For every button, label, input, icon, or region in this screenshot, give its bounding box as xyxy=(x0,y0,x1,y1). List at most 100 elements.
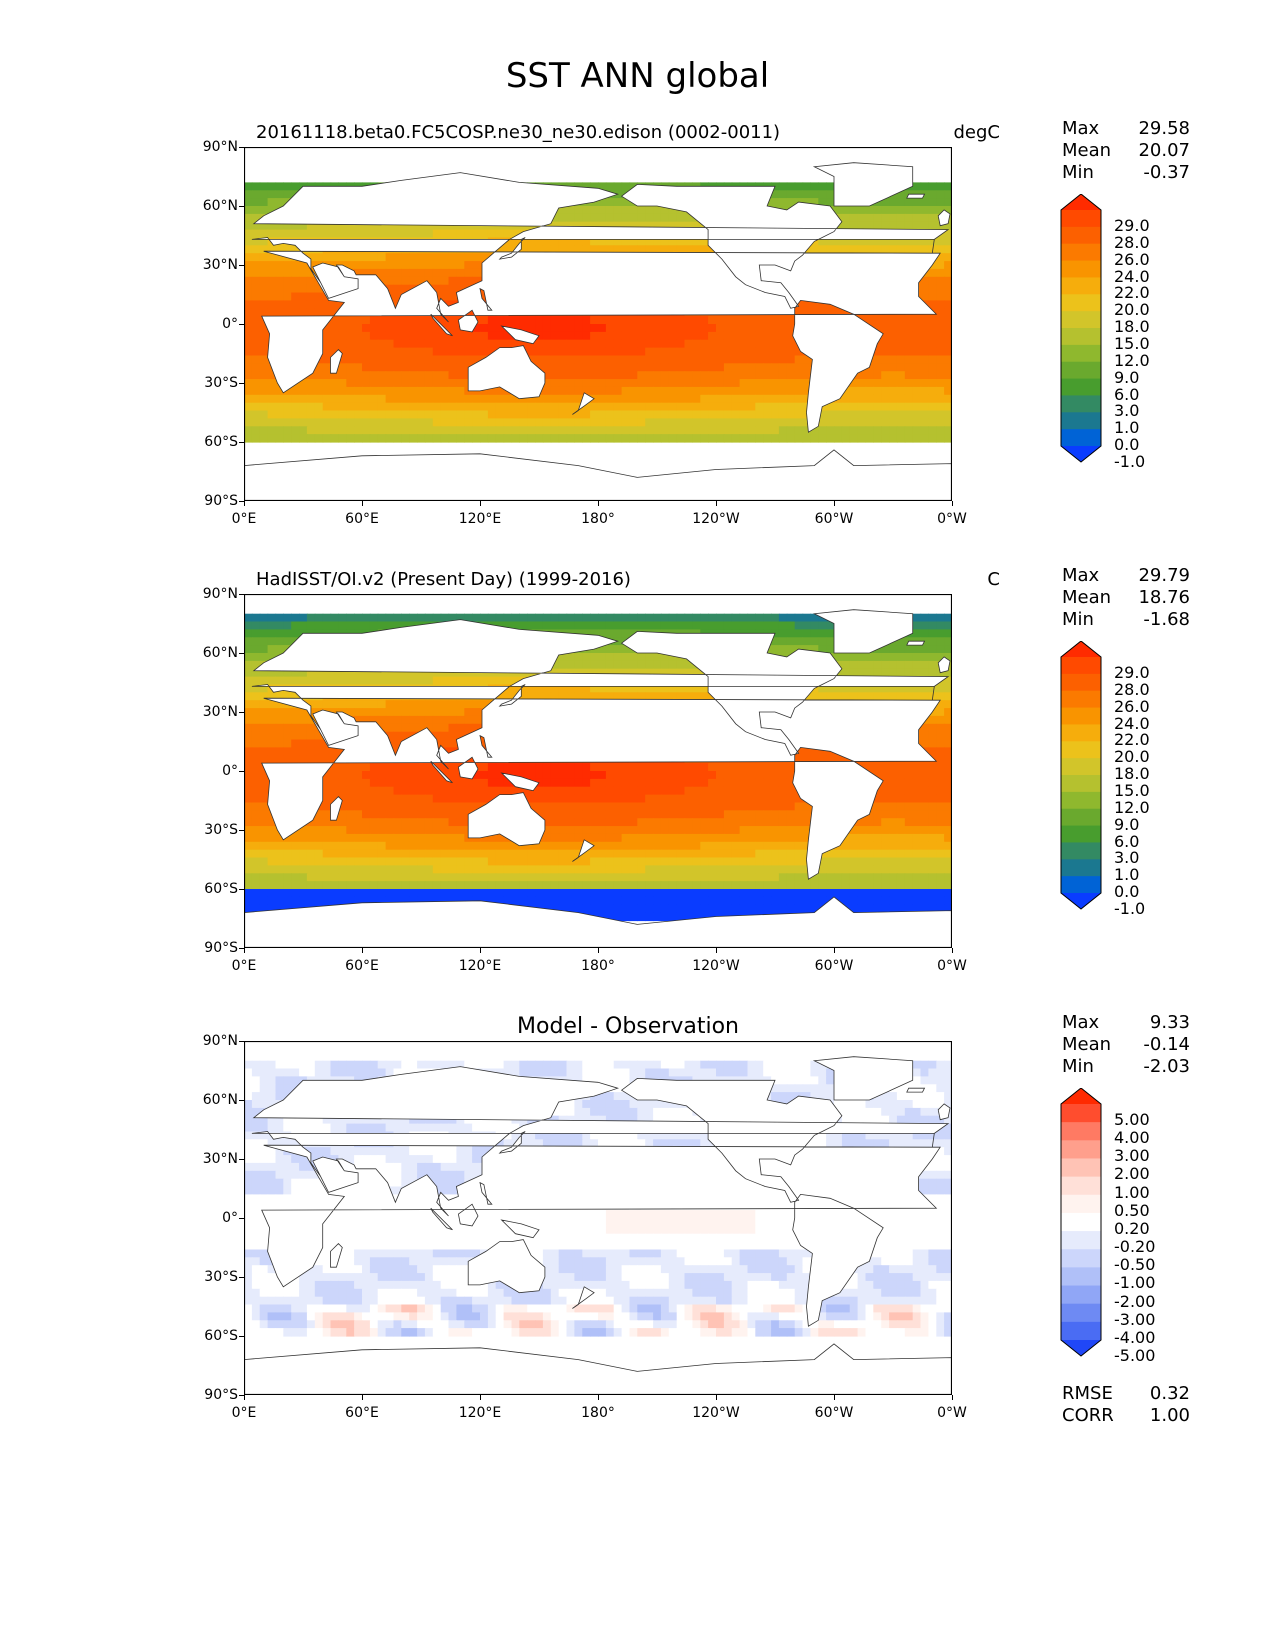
colorbar: 29.0 28.0 26.0 24.0 22.0 20.0 18.0 15.0 12.0 9.0 6… xyxy=(1060,641,1210,941)
stat-value: -2.03 xyxy=(1143,1056,1190,1077)
colorbar-segment xyxy=(1061,825,1101,843)
colorbar-label: 29.0 xyxy=(1114,216,1150,235)
x-tick-label: 60°E xyxy=(345,511,379,527)
x-tick-label: 120°E xyxy=(458,1405,502,1421)
y-tick-mark xyxy=(239,1218,244,1219)
y-tick-label: 0° xyxy=(222,1210,238,1226)
y-tick-mark xyxy=(239,1395,244,1396)
stats-box: Max 29.79 Mean 18.76 Min -1.68 xyxy=(1062,565,1190,631)
y-tick-mark xyxy=(239,1277,244,1278)
colorbar-label: -4.00 xyxy=(1114,1327,1156,1347)
coastlines xyxy=(243,162,953,502)
y-tick-label: 60°N xyxy=(202,1092,238,1108)
y-tick-mark xyxy=(239,1159,244,1160)
x-tick-mark xyxy=(362,1395,363,1400)
x-tick-label: 60°W xyxy=(814,511,854,527)
colorbar-outline xyxy=(1060,641,1102,910)
colorbar-label: 0.20 xyxy=(1114,1218,1150,1238)
colorbar-segment xyxy=(1061,328,1101,346)
x-tick-label: 60°E xyxy=(345,958,379,974)
y-tick-mark xyxy=(239,1041,244,1042)
colorbar-segment xyxy=(1061,361,1101,380)
colorbar-segment xyxy=(1061,690,1101,709)
x-tick-mark xyxy=(834,1395,835,1400)
y-tick-label: 90°N xyxy=(202,586,238,602)
colorbar-label: 15.0 xyxy=(1114,781,1150,800)
x-tick-label: 120°E xyxy=(458,511,502,527)
colorbar-over-triangle xyxy=(1061,1088,1101,1104)
x-tick-mark xyxy=(716,948,717,953)
map-panel-1: 20161118.beta0.FC5COSP.ne30_ne30.edison … xyxy=(0,0,1275,527)
colorbar-under-triangle xyxy=(1061,893,1101,909)
colorbar: 5.00 4.00 3.00 2.00 1.00 0.50 0.20 -0.20 -0.50 -1… xyxy=(1060,1088,1210,1388)
x-tick-mark xyxy=(716,501,717,506)
y-tick-label: 30°N xyxy=(202,704,238,720)
x-tick-label: 0°W xyxy=(937,1405,967,1421)
x-tick-label: 0°W xyxy=(937,958,967,974)
coastlines xyxy=(243,609,953,949)
colorbar-label: 24.0 xyxy=(1114,266,1150,286)
colorbar-label: 28.0 xyxy=(1114,679,1150,699)
x-tick-label: 60°W xyxy=(814,958,854,974)
y-tick-mark xyxy=(239,442,244,443)
map-panel-3: Model - Observation 90°N 60°N 30°N 0° 30°S 60°… xyxy=(0,894,1275,1426)
colorbar-segment xyxy=(1061,775,1101,793)
y-tick-mark xyxy=(239,383,244,384)
colorbar-label: 0.0 xyxy=(1114,882,1140,902)
x-tick-mark xyxy=(952,948,953,953)
y-tick-label: 30°N xyxy=(202,1151,238,1167)
panel-title-left: 20161118.beta0.FC5COSP.ne30_ne30.edison … xyxy=(256,122,781,143)
colorbar-segment xyxy=(1061,707,1101,725)
colorbar-segment xyxy=(1061,1122,1101,1141)
colorbar-segment xyxy=(1061,1267,1101,1287)
x-tick-mark xyxy=(598,501,599,506)
y-tick-label: 90°N xyxy=(202,1033,238,1049)
x-tick-mark xyxy=(362,948,363,953)
y-tick-label: 60°S xyxy=(204,881,238,897)
y-tick-mark xyxy=(239,501,244,502)
stat-label: Mean xyxy=(1062,587,1112,608)
y-tick-label: 30°S xyxy=(204,822,238,838)
stat-value: -1.68 xyxy=(1143,609,1190,630)
colorbar-segment xyxy=(1061,294,1101,312)
x-tick-label: 120°W xyxy=(692,958,740,974)
x-tick-label: 180° xyxy=(581,511,615,527)
colorbar-label: 20.0 xyxy=(1114,300,1150,320)
y-tick-mark xyxy=(239,324,244,325)
x-tick-label: 120°E xyxy=(458,958,502,974)
colorbar-segment xyxy=(1061,741,1101,759)
colorbar-segment xyxy=(1061,673,1101,692)
colorbar-segment xyxy=(1061,791,1101,810)
x-tick-mark xyxy=(362,501,363,506)
colorbar: 29.0 28.0 26.0 24.0 22.0 20.0 18.0 15.0 12.0 9.0 6… xyxy=(1060,194,1210,494)
y-tick-label: 0° xyxy=(222,763,238,779)
colorbar-segment xyxy=(1061,1212,1101,1232)
stat-value: 20.07 xyxy=(1138,140,1190,161)
colorbar-label: 0.50 xyxy=(1114,1200,1150,1220)
colorbar-label: 22.0 xyxy=(1114,730,1150,750)
y-tick-label: 90°S xyxy=(204,1387,238,1403)
colorbar-label: -0.50 xyxy=(1114,1255,1156,1275)
colorbar-label: 6.0 xyxy=(1114,831,1140,851)
colorbar-segment xyxy=(1061,842,1101,860)
y-tick-label: 90°N xyxy=(202,139,238,155)
colorbar-segment xyxy=(1061,1140,1101,1159)
metric-label: CORR xyxy=(1062,1405,1114,1426)
y-tick-label: 90°S xyxy=(204,493,238,509)
map-panel-2: HadISST/OI.v2 (Present Day) (1999-2016) C… xyxy=(0,447,1275,974)
x-tick-label: 0°W xyxy=(937,511,967,527)
y-tick-mark xyxy=(239,147,244,148)
figure-title: SST ANN global xyxy=(505,56,770,96)
x-tick-mark xyxy=(244,501,245,506)
colorbar-over-triangle xyxy=(1061,641,1101,657)
colorbar-label: 15.0 xyxy=(1114,334,1150,353)
colorbar-segment xyxy=(1061,311,1101,329)
map-plot xyxy=(243,593,953,949)
colorbar-outline xyxy=(1060,194,1102,463)
colorbar-segment xyxy=(1061,429,1101,447)
stat-value: -0.14 xyxy=(1143,1034,1190,1055)
y-tick-label: 30°S xyxy=(204,1269,238,1285)
colorbar-label: 20.0 xyxy=(1114,747,1150,767)
x-tick-mark xyxy=(480,1395,481,1400)
colorbar-label: 5.00 xyxy=(1114,1110,1150,1129)
